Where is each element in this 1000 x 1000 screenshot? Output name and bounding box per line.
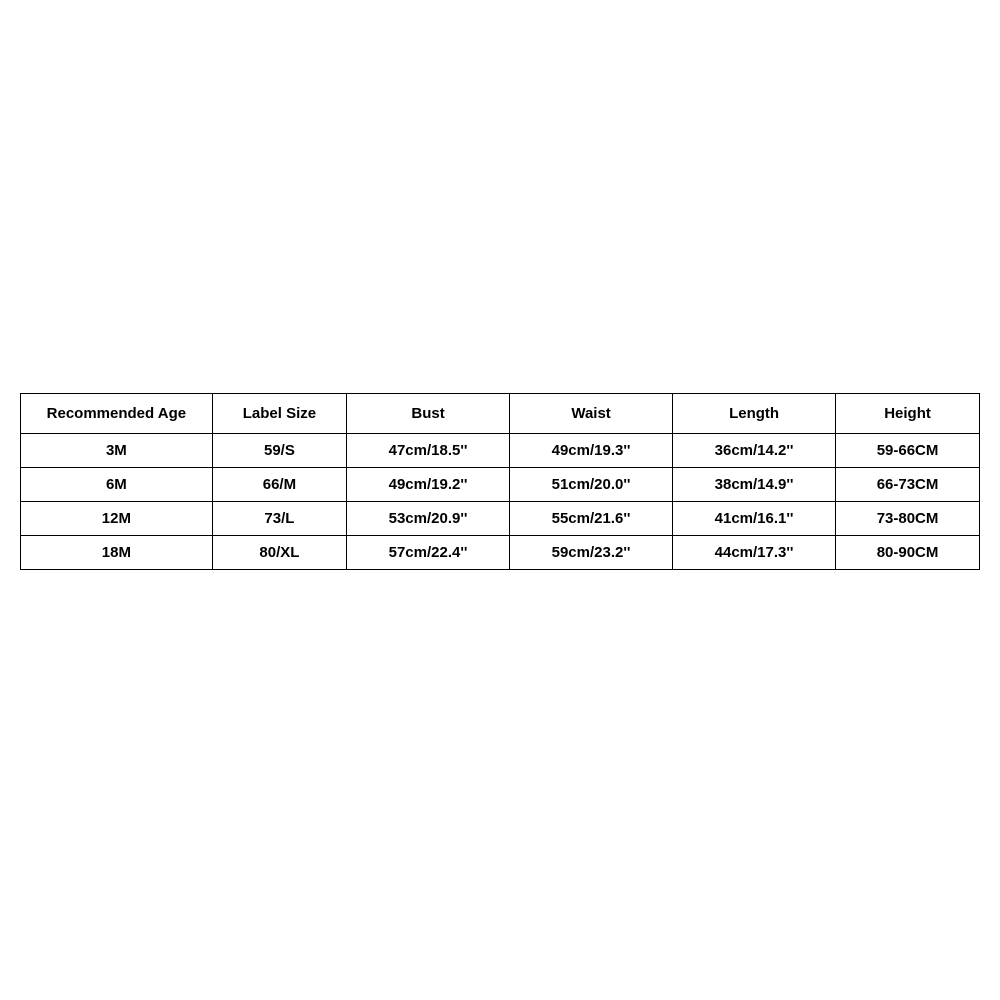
cell-age: 6M bbox=[21, 468, 213, 502]
header-bust: Bust bbox=[347, 394, 510, 434]
cell-length: 38cm/14.9'' bbox=[673, 468, 836, 502]
cell-length: 44cm/17.3'' bbox=[673, 536, 836, 570]
cell-age: 18M bbox=[21, 536, 213, 570]
cell-height: 80-90CM bbox=[836, 536, 980, 570]
table-row: 12M 73/L 53cm/20.9'' 55cm/21.6'' 41cm/16… bbox=[21, 502, 980, 536]
cell-height: 73-80CM bbox=[836, 502, 980, 536]
cell-age: 3M bbox=[21, 434, 213, 468]
cell-age: 12M bbox=[21, 502, 213, 536]
table-row: 3M 59/S 47cm/18.5'' 49cm/19.3'' 36cm/14.… bbox=[21, 434, 980, 468]
cell-height: 66-73CM bbox=[836, 468, 980, 502]
cell-bust: 49cm/19.2'' bbox=[347, 468, 510, 502]
cell-waist: 59cm/23.2'' bbox=[510, 536, 673, 570]
cell-length: 36cm/14.2'' bbox=[673, 434, 836, 468]
header-recommended-age: Recommended Age bbox=[21, 394, 213, 434]
cell-label: 59/S bbox=[212, 434, 346, 468]
cell-waist: 55cm/21.6'' bbox=[510, 502, 673, 536]
table-row: 6M 66/M 49cm/19.2'' 51cm/20.0'' 38cm/14.… bbox=[21, 468, 980, 502]
cell-label: 80/XL bbox=[212, 536, 346, 570]
header-label-size: Label Size bbox=[212, 394, 346, 434]
cell-label: 73/L bbox=[212, 502, 346, 536]
cell-bust: 53cm/20.9'' bbox=[347, 502, 510, 536]
table-header-row: Recommended Age Label Size Bust Waist Le… bbox=[21, 394, 980, 434]
header-waist: Waist bbox=[510, 394, 673, 434]
cell-bust: 47cm/18.5'' bbox=[347, 434, 510, 468]
table-row: 18M 80/XL 57cm/22.4'' 59cm/23.2'' 44cm/1… bbox=[21, 536, 980, 570]
cell-waist: 49cm/19.3'' bbox=[510, 434, 673, 468]
size-table: Recommended Age Label Size Bust Waist Le… bbox=[20, 393, 980, 570]
cell-length: 41cm/16.1'' bbox=[673, 502, 836, 536]
cell-waist: 51cm/20.0'' bbox=[510, 468, 673, 502]
cell-label: 66/M bbox=[212, 468, 346, 502]
cell-height: 59-66CM bbox=[836, 434, 980, 468]
header-length: Length bbox=[673, 394, 836, 434]
header-height: Height bbox=[836, 394, 980, 434]
cell-bust: 57cm/22.4'' bbox=[347, 536, 510, 570]
size-table-container: Recommended Age Label Size Bust Waist Le… bbox=[20, 393, 980, 570]
